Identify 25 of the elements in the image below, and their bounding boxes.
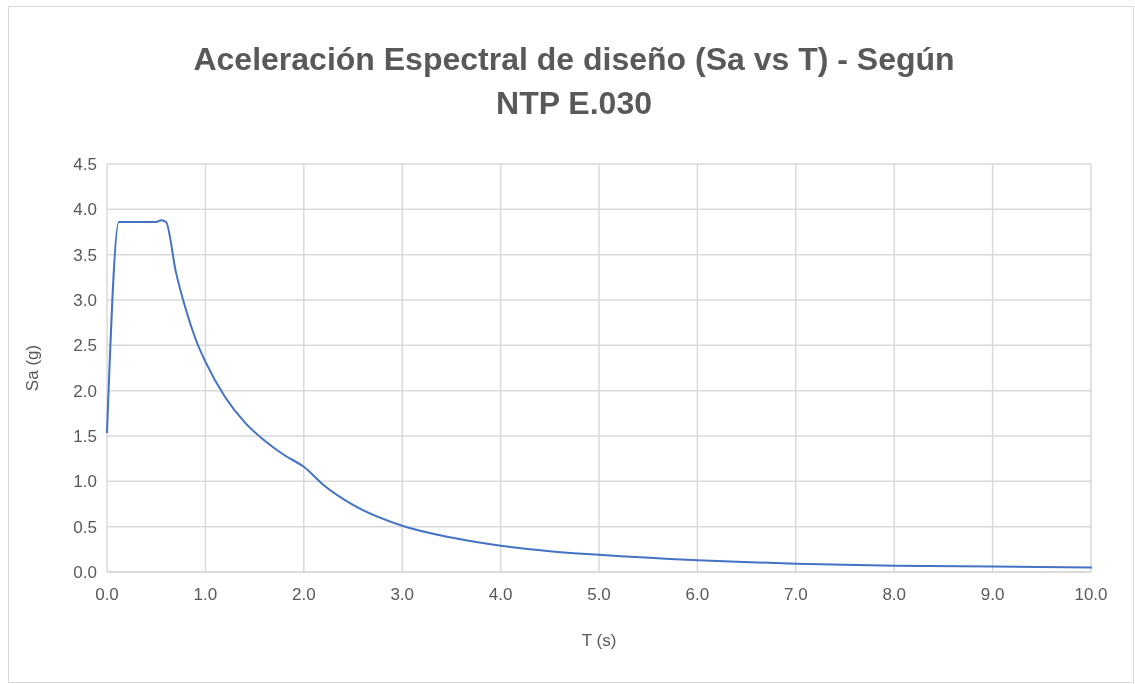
x-tick-label: 7.0: [783, 585, 808, 604]
y-tick-label: 0.0: [73, 562, 97, 582]
y-tick-label: 1.0: [73, 472, 97, 492]
x-tick-label: 5.0: [587, 585, 611, 604]
y-axis-title: Sa (g): [23, 344, 42, 392]
x-tick-label: 6.0: [685, 585, 710, 604]
y-tick-label: 4.5: [73, 154, 97, 174]
x-tick-label: 4.0: [488, 585, 513, 604]
y-tick-label: 4.0: [73, 200, 97, 220]
y-tick-label: 2.0: [73, 381, 97, 401]
line-series: [106, 219, 1092, 569]
y-tick-label: 0.5: [73, 517, 97, 537]
y-tick-label: 2.5: [73, 336, 97, 356]
chart-title: Aceleración Espectral de diseño (Sa vs T) - Según NTP E.030: [193, 41, 955, 121]
y-tick-label: 3.5: [73, 245, 97, 265]
x-tick-label: 9.0: [980, 585, 1005, 604]
x-tick-label: 3.0: [390, 585, 415, 604]
y-tick-label: 1.5: [73, 426, 97, 446]
x-tick-label: 1.0: [193, 585, 218, 604]
x-axis-title: T (s): [581, 631, 617, 650]
x-tick-label: 10.0: [1074, 585, 1108, 604]
x-tick-label: 0.0: [95, 585, 119, 604]
y-tick-label: 3.0: [73, 290, 97, 310]
x-tick-label: 2.0: [291, 585, 316, 604]
x-tick-label: 8.0: [882, 585, 907, 604]
